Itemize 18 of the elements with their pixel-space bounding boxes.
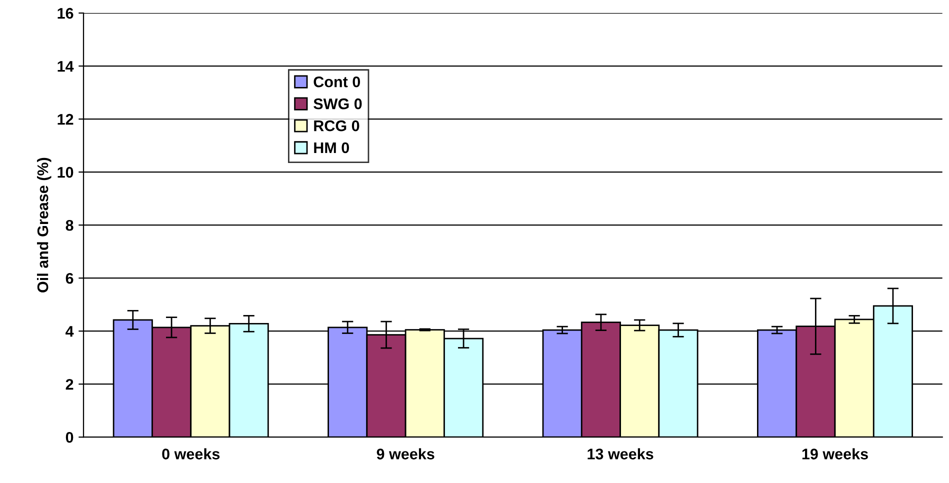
y-tick-label: 12 bbox=[58, 114, 74, 125]
y-tick-label: 6 bbox=[66, 272, 74, 284]
x-tick-label: 9 weeks bbox=[376, 448, 434, 460]
y-tick-label: 4 bbox=[66, 326, 74, 337]
legend-label: RCG 0 bbox=[314, 120, 360, 132]
y-tick-label: 16 bbox=[58, 8, 74, 19]
x-tick-label: 0 weeks bbox=[162, 448, 220, 460]
y-tick-label: 0 bbox=[66, 432, 74, 443]
y-tick-label: 14 bbox=[58, 61, 74, 72]
x-tick-label: 19 weeks bbox=[802, 448, 868, 460]
x-tick-label: 13 weeks bbox=[588, 448, 654, 460]
y-tick-label: 10 bbox=[58, 166, 74, 178]
y-tick-label: 8 bbox=[66, 220, 74, 231]
legend-label: Cont 0 bbox=[314, 76, 360, 88]
y-axis-title: Oil and Grease (%) bbox=[37, 158, 52, 292]
legend-label: SWG 0 bbox=[314, 98, 362, 110]
legend-label: HM 0 bbox=[314, 142, 350, 154]
y-tick-label: 2 bbox=[66, 378, 74, 390]
